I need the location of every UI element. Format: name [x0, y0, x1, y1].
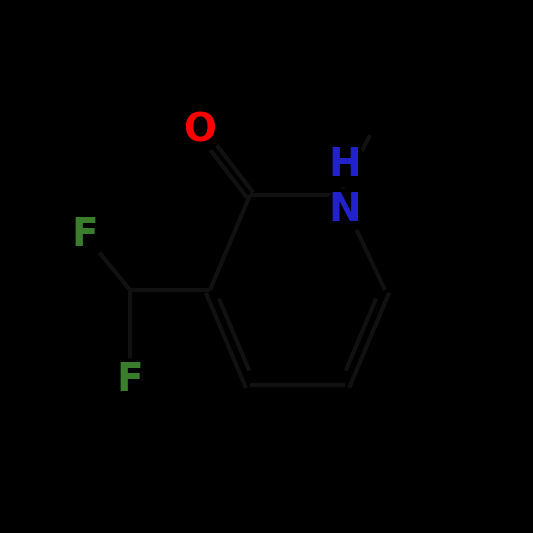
Text: O: O: [183, 111, 216, 149]
Text: F: F: [71, 216, 98, 254]
Text: F: F: [117, 361, 143, 399]
Text: N: N: [329, 191, 361, 229]
Text: H: H: [329, 146, 361, 184]
